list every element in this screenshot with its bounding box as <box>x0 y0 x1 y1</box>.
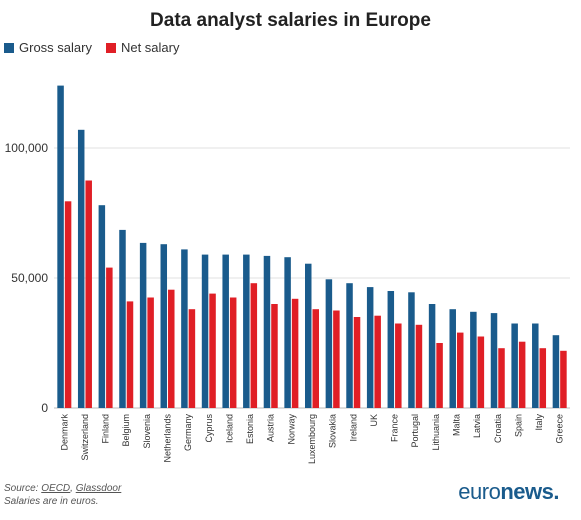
source-link-oecd[interactable]: OECD <box>41 483 71 494</box>
bar-gross <box>532 323 539 408</box>
bar-gross <box>470 311 477 408</box>
bar-net <box>415 324 423 408</box>
y-tick-label: 50,000 <box>11 271 48 285</box>
bar-gross <box>284 257 291 408</box>
x-tick-label: Portugal <box>410 414 420 448</box>
logo-dot: . <box>553 479 559 504</box>
bar-net <box>147 297 154 408</box>
bar-gross <box>428 304 436 408</box>
bar-gross <box>346 283 353 408</box>
bar-net <box>168 289 175 408</box>
x-tick-label: Cyprus <box>204 414 214 443</box>
bar-net <box>291 298 299 408</box>
logo-part-news: news <box>500 479 554 504</box>
bar-net <box>64 201 72 408</box>
bar-gross <box>181 249 188 408</box>
bar-gross <box>160 244 168 408</box>
x-tick-label: Iceland <box>224 414 234 443</box>
x-tick-label: Croatia <box>493 414 503 443</box>
bar-gross <box>77 129 85 409</box>
legend-item-gross: Gross salary <box>4 40 92 55</box>
bar-net <box>518 341 526 408</box>
x-tick-label: Finland <box>101 414 111 444</box>
bar-net <box>477 336 485 408</box>
x-tick-label: Slovenia <box>142 414 152 449</box>
bar-gross <box>366 287 374 408</box>
legend-label-gross: Gross salary <box>19 40 92 55</box>
y-tick-label: 0 <box>41 401 48 415</box>
bar-net <box>560 350 567 408</box>
source-prefix: Source: <box>4 483 42 494</box>
x-tick-label: Greece <box>555 414 565 444</box>
bar-net <box>250 283 258 408</box>
x-tick-label: UK <box>369 414 379 427</box>
euronews-logo: euronews. <box>458 479 559 505</box>
bar-gross <box>98 205 106 408</box>
bar-net <box>456 332 464 408</box>
bar-gross <box>387 291 395 408</box>
bar-gross <box>490 313 498 408</box>
bar-net <box>126 301 134 408</box>
x-tick-label: Estonia <box>245 414 255 444</box>
x-tick-label: Luxembourg <box>307 414 317 464</box>
bar-gross <box>139 242 147 408</box>
x-tick-label: Slovakia <box>328 414 338 448</box>
bar-gross <box>119 229 126 408</box>
bar-gross <box>408 292 415 408</box>
legend-label-net: Net salary <box>120 40 180 55</box>
bar-net <box>353 317 361 408</box>
bar-gross <box>263 255 271 408</box>
x-tick-label: Germany <box>183 414 193 452</box>
x-tick-label: Malta <box>451 414 461 436</box>
x-tick-label: Belgium <box>121 414 131 447</box>
bar-gross <box>511 323 518 408</box>
units-note: Salaries are in euros. <box>4 496 99 507</box>
bar-net <box>333 310 340 408</box>
bar-net <box>539 348 547 408</box>
bar-net <box>436 343 443 408</box>
x-tick-label: Italy <box>534 414 544 431</box>
bar-net <box>85 180 92 408</box>
x-tick-label: Netherlands <box>163 414 173 463</box>
footer: Source: OECD, Glassdoor Salaries are in … <box>4 482 121 508</box>
x-tick-label: Ireland <box>348 414 358 442</box>
bar-gross <box>449 309 456 408</box>
source-separator: , <box>70 483 76 494</box>
source-line: Source: OECD, Glassdoor <box>4 482 121 495</box>
x-tick-label: Denmark <box>59 414 69 451</box>
chart-title: Data analyst salaries in Europe <box>150 10 431 31</box>
legend-item-net: Net salary <box>105 40 180 55</box>
x-tick-label: Austria <box>266 414 276 442</box>
bar-net <box>395 323 402 408</box>
y-tick-label: 100,000 <box>5 141 49 155</box>
x-tick-label: Switzerland <box>80 414 90 461</box>
bar-net <box>229 297 237 408</box>
bar-net <box>498 348 505 408</box>
bar-gross <box>201 254 209 408</box>
bar-net <box>188 309 196 408</box>
bar-gross <box>243 254 250 408</box>
x-tick-label: France <box>390 414 400 442</box>
bar-gross <box>552 335 560 408</box>
bar-net <box>312 309 319 408</box>
logo-part-euro: euro <box>458 479 501 504</box>
legend: Gross salary Net salary <box>4 40 180 55</box>
bar-net <box>374 315 381 408</box>
x-tick-label: Norway <box>286 414 296 445</box>
x-tick-label: Lithuania <box>431 414 441 451</box>
bar-gross <box>222 254 229 408</box>
bar-gross <box>305 263 312 408</box>
bar-net <box>106 267 113 408</box>
source-link-glassdoor[interactable]: Glassdoor <box>75 483 122 494</box>
x-tick-label: Spain <box>513 414 523 437</box>
x-tick-label: Latvia <box>472 414 482 438</box>
bar-chart: 0 50,000 100,000 Denmark Switzerland Finland B… <box>5 85 570 464</box>
bar-net <box>209 293 216 408</box>
legend-swatch-net <box>105 42 116 53</box>
bar-gross <box>57 85 64 408</box>
legend-swatch-gross <box>4 42 14 53</box>
bar-gross <box>325 279 333 408</box>
bar-net <box>271 304 278 408</box>
